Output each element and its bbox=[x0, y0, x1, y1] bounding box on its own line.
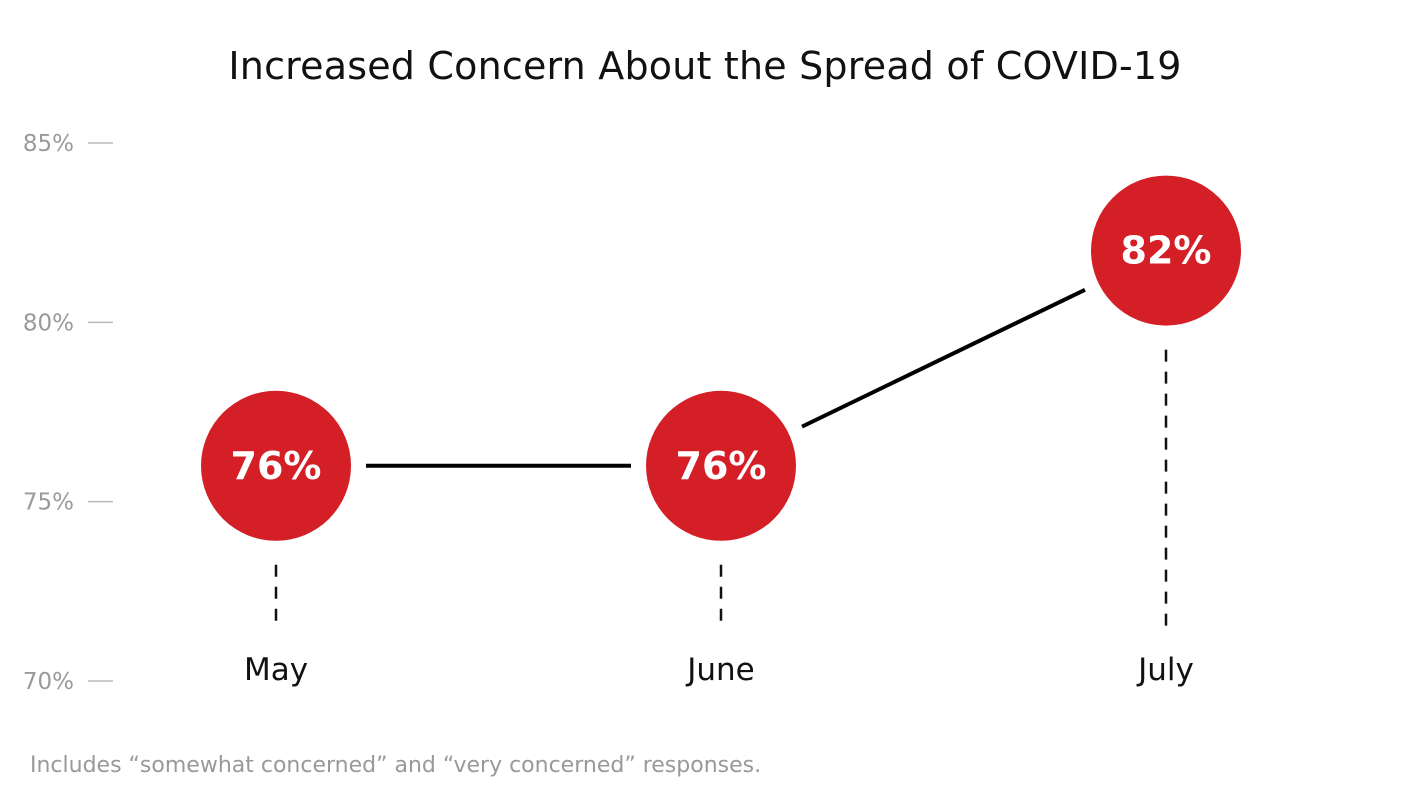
data-label: 76% bbox=[676, 444, 767, 488]
y-tick-label: 75% bbox=[23, 490, 74, 516]
data-point-marker bbox=[646, 390, 796, 541]
series-line-segment bbox=[801, 287, 1086, 429]
x-tick-label: July bbox=[1136, 652, 1194, 688]
data-point-marker bbox=[201, 390, 351, 541]
data-point-marker bbox=[1091, 175, 1241, 326]
data-label: 82% bbox=[1121, 229, 1212, 273]
x-tick-label: June bbox=[685, 652, 755, 688]
y-tick-label: 70% bbox=[23, 669, 74, 695]
chart-title: Increased Concern About the Spread of CO… bbox=[228, 44, 1182, 88]
chart-footnote: Includes “somewhat concerned” and “very … bbox=[30, 753, 762, 778]
data-label: 76% bbox=[231, 444, 322, 488]
x-tick-label: May bbox=[244, 652, 308, 688]
y-tick-label: 80% bbox=[23, 310, 74, 336]
y-tick-label: 85% bbox=[23, 131, 74, 157]
